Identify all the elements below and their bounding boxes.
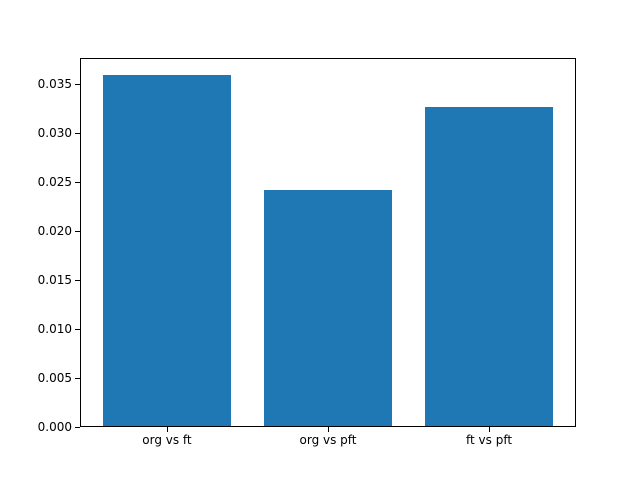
x-tick-mark [166,427,168,432]
bar-org-vs-ft [102,74,232,426]
x-tick-mark [328,427,329,432]
y-tick-mark [75,132,80,134]
y-tick-mark [75,83,80,85]
y-tick-label: 0.010 [37,321,72,336]
y-tick-mark [75,230,80,232]
bar-org-vs-pft [263,190,393,426]
y-tick-label: 0.005 [37,370,72,385]
x-tick-label-org-vs-pft: org vs pft [299,433,357,447]
y-tick-mark [75,181,80,183]
y-tick-label: 0.025 [37,174,72,189]
x-tick-label-ft-vs-pft: ft vs pft [466,433,513,447]
y-tick-mark [75,279,80,281]
y-tick-label: 0.015 [37,272,72,287]
y-tick-label: 0.020 [37,223,72,238]
x-tick-mark [489,427,491,432]
bar-ft-vs-pft [424,107,554,426]
y-tick-mark [75,427,80,428]
x-tick-label-org-vs-ft: org vs ft [142,433,192,447]
y-tick-mark [75,328,80,330]
y-tick-mark [75,377,80,379]
y-tick-label: 0.030 [37,125,72,140]
plot-area [80,58,576,427]
y-tick-label: 0.035 [37,76,72,91]
y-tick-label: 0.000 [37,420,72,434]
